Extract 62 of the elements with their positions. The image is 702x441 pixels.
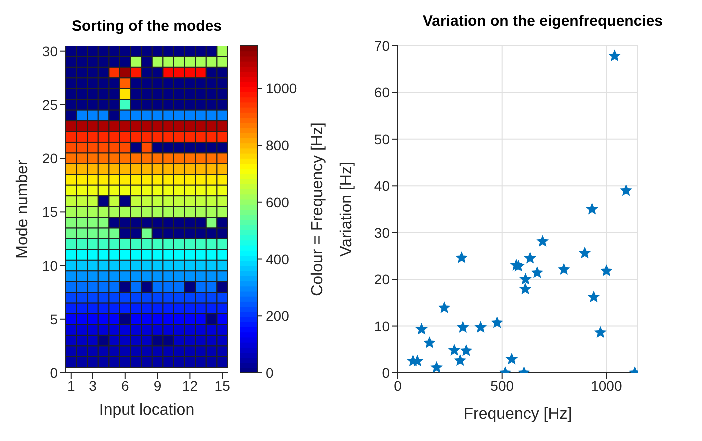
point bbox=[594, 326, 607, 338]
y-tick-label: 20 bbox=[42, 150, 58, 167]
x-tick-label: 1000 bbox=[591, 378, 622, 394]
y-tick-label: 10 bbox=[374, 318, 390, 334]
x-tick-label: 9 bbox=[154, 378, 162, 394]
y-tick-label: 60 bbox=[374, 84, 390, 101]
color-bar-label: 1000 bbox=[266, 80, 298, 97]
y-tick-label: 25 bbox=[42, 96, 58, 113]
point bbox=[531, 266, 544, 278]
point bbox=[454, 354, 467, 366]
point bbox=[578, 246, 592, 259]
x-axis-title: Frequency [Hz] bbox=[464, 406, 572, 423]
color-bar-label: 600 bbox=[266, 194, 290, 210]
x-tick-label: 0 bbox=[394, 378, 402, 394]
x-tick-label: 1 bbox=[68, 378, 76, 394]
x-tick-label: 6 bbox=[122, 378, 130, 394]
y-tick-label: 0 bbox=[382, 364, 390, 381]
point bbox=[424, 336, 436, 348]
x-tick-label: 500 bbox=[490, 378, 514, 394]
point bbox=[586, 203, 598, 215]
point bbox=[600, 264, 613, 276]
point bbox=[520, 273, 532, 285]
x-tick-label: 15 bbox=[214, 378, 231, 394]
y-tick-label: 30 bbox=[42, 43, 58, 60]
point bbox=[430, 361, 443, 373]
point bbox=[474, 321, 488, 333]
point bbox=[506, 352, 518, 365]
point bbox=[620, 184, 632, 196]
y-tick-label: 30 bbox=[374, 224, 390, 241]
point bbox=[519, 282, 532, 295]
y-tick-label: 20 bbox=[374, 272, 390, 288]
chart-title: Sorting of the modes bbox=[71, 18, 223, 35]
x-tick-label: 3 bbox=[89, 378, 98, 394]
y-tick-label: 10 bbox=[42, 258, 58, 274]
point bbox=[558, 263, 570, 276]
y-axis-title: Variation [Hz] bbox=[338, 162, 356, 257]
point bbox=[448, 344, 461, 356]
y-axis-title: Mode number bbox=[14, 159, 32, 259]
y-tick-label: 50 bbox=[374, 131, 390, 148]
y-tick-label: 40 bbox=[374, 178, 390, 194]
y-tick-label: 5 bbox=[50, 311, 58, 328]
color-bar-title: Colour = Frequency [Hz] bbox=[310, 122, 326, 296]
point bbox=[608, 50, 622, 62]
point bbox=[438, 302, 451, 314]
y-tick-label: 70 bbox=[374, 38, 390, 54]
chart-title: Variation on the eigenfrequencies bbox=[422, 13, 664, 30]
point bbox=[491, 316, 504, 328]
x-axis-title: Input location bbox=[99, 402, 195, 419]
point bbox=[456, 252, 468, 264]
point bbox=[524, 252, 536, 264]
color-bar-label: 400 bbox=[266, 251, 290, 268]
point bbox=[588, 290, 600, 303]
point bbox=[460, 344, 473, 356]
y-tick-label: 0 bbox=[50, 364, 58, 381]
color-bar-label: 0 bbox=[266, 365, 274, 381]
point bbox=[456, 321, 470, 333]
point bbox=[416, 323, 428, 335]
color-bar-label: 200 bbox=[266, 308, 290, 324]
color-bar-label: 800 bbox=[266, 138, 290, 154]
point bbox=[536, 235, 550, 247]
y-tick-label: 15 bbox=[42, 204, 58, 220]
x-tick-label: 12 bbox=[182, 378, 198, 394]
